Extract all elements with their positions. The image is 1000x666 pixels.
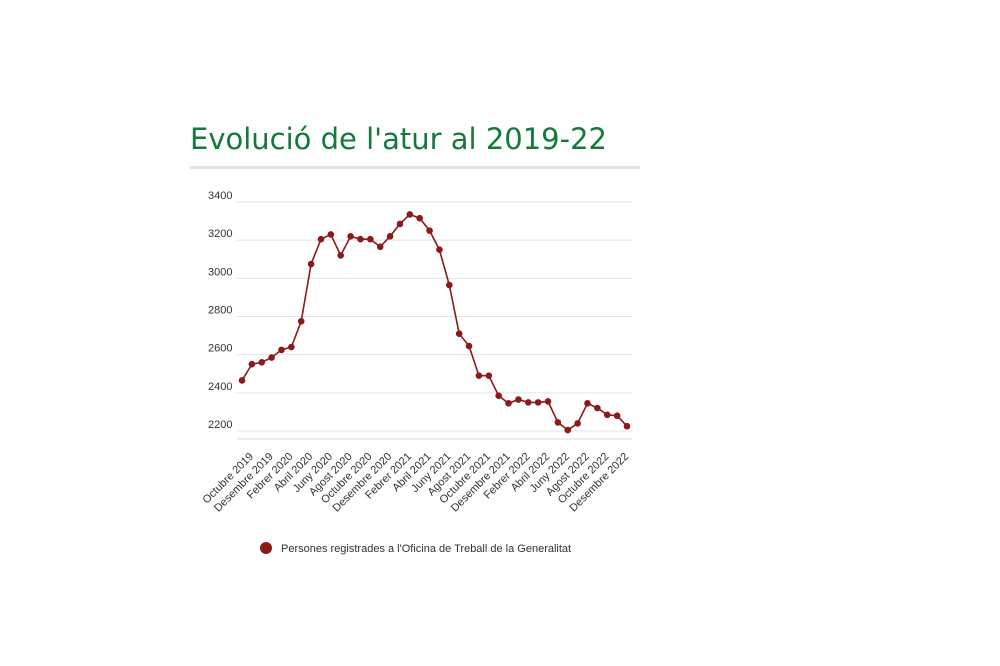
data-point [357, 235, 364, 243]
data-point [278, 346, 285, 354]
data-point [317, 235, 325, 243]
data-point [623, 422, 631, 430]
data-point [603, 411, 611, 419]
data-point [505, 400, 512, 407]
series-line [241, 213, 628, 431]
data-point [584, 400, 591, 407]
data-point [268, 354, 275, 361]
data-point [495, 392, 502, 399]
data-point [238, 377, 246, 384]
data-point [426, 227, 433, 234]
y-tick-label: 2800 [208, 305, 232, 317]
y-tick-label: 3400 [208, 190, 232, 202]
data-point [475, 372, 483, 379]
data-point [258, 359, 266, 366]
data-point [515, 396, 522, 403]
data-point [406, 211, 414, 218]
data-point [574, 420, 581, 427]
data-point [327, 231, 335, 238]
data-point [594, 404, 601, 412]
data-point [613, 412, 621, 420]
data-point [307, 260, 315, 268]
title-divider [190, 166, 640, 169]
y-tick-label: 2200 [208, 419, 232, 431]
data-point [297, 317, 305, 325]
data-point [386, 233, 394, 240]
plot-area [238, 211, 631, 434]
gridlines [237, 201, 632, 440]
data-point [564, 426, 572, 434]
data-point [416, 214, 423, 222]
data-point [455, 330, 463, 337]
data-point [534, 399, 542, 406]
data-point [544, 398, 552, 405]
data-point [485, 372, 493, 379]
legend-marker [260, 542, 272, 554]
y-tick-label: 2600 [208, 343, 232, 355]
data-point [337, 252, 345, 259]
data-point [436, 246, 443, 254]
data-point [554, 419, 562, 426]
legend: Persones registrades a l'Oficina de Treb… [260, 542, 571, 555]
data-point [347, 233, 354, 240]
y-tick-label: 3200 [208, 228, 232, 240]
data-point [465, 342, 473, 350]
data-point [367, 235, 374, 243]
data-point [288, 343, 295, 351]
data-point [248, 360, 256, 368]
legend-label: Persones registrades a l'Oficina de Treb… [281, 543, 571, 555]
y-tick-label: 2400 [208, 381, 232, 393]
y-axis-ticks: 2200 2400 2600 2800 3000 3200 3400 [208, 190, 232, 431]
data-point [376, 243, 384, 251]
data-point [396, 220, 404, 228]
data-point [446, 281, 453, 289]
chart-title: Evolució de l'atur al 2019-22 [190, 122, 608, 156]
data-point [524, 399, 532, 406]
y-tick-label: 3000 [208, 266, 232, 278]
